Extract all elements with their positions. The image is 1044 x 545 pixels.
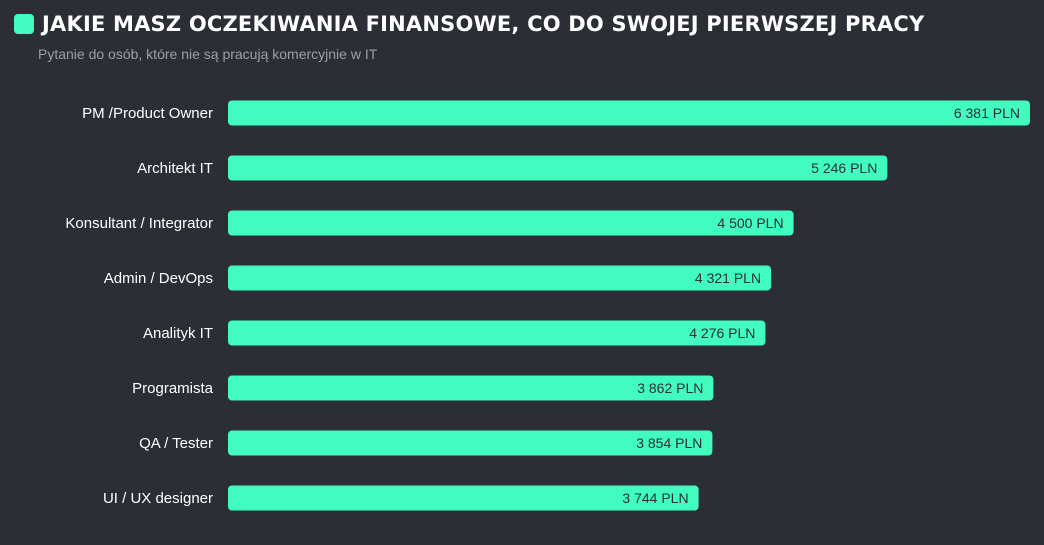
- bar: [228, 265, 772, 291]
- bar-value-label: 4 500 PLN: [717, 215, 783, 231]
- bar-value-label: 4 321 PLN: [695, 270, 761, 286]
- bar-group: Admin / DevOps 4 321 PLN: [104, 265, 772, 291]
- bar: [228, 375, 714, 401]
- category-label: Konsultant / Integrator: [65, 215, 213, 232]
- bar-group: Konsultant / Integrator 4 500 PLN: [65, 210, 794, 236]
- category-label: Architekt IT: [137, 160, 213, 177]
- bar-group: Analityk IT 4 276 PLN: [143, 320, 766, 346]
- category-label: PM /Product Owner: [82, 105, 213, 122]
- bar-group: PM /Product Owner 6 381 PLN: [82, 100, 1030, 126]
- bar-value-label: 3 862 PLN: [637, 380, 703, 396]
- bar: [228, 430, 713, 456]
- bar-value-label: 6 381 PLN: [954, 105, 1020, 121]
- category-label: QA / Tester: [139, 435, 213, 452]
- category-label: Programista: [132, 380, 214, 397]
- category-label: Analityk IT: [143, 325, 213, 342]
- bar-group: Architekt IT 5 246 PLN: [137, 155, 888, 181]
- bar: [228, 100, 1030, 126]
- bar-value-label: 5 246 PLN: [811, 160, 877, 176]
- bar-group: Programista 3 862 PLN: [132, 375, 714, 401]
- bar-value-label: 4 276 PLN: [689, 325, 755, 341]
- bar: [228, 320, 766, 346]
- chart-title-block: JAKIE MASZ OCZEKIWANIA FINANSOWE, CO DO …: [14, 12, 924, 36]
- chart-subtitle: Pytanie do osób, które nie są pracują ko…: [38, 46, 378, 62]
- chart-title: JAKIE MASZ OCZEKIWANIA FINANSOWE, CO DO …: [42, 12, 925, 36]
- bar-value-label: 3 744 PLN: [622, 490, 688, 506]
- bar-value-label: 3 854 PLN: [636, 435, 702, 451]
- title-marker-icon: [14, 14, 34, 34]
- category-label: Admin / DevOps: [104, 270, 213, 287]
- bar: [228, 210, 794, 236]
- category-label: UI / UX designer: [103, 490, 213, 507]
- bar: [228, 155, 888, 181]
- bar: [228, 485, 699, 511]
- bar-group: QA / Tester 3 854 PLN: [139, 430, 713, 456]
- bar-group: UI / UX designer 3 744 PLN: [103, 485, 699, 511]
